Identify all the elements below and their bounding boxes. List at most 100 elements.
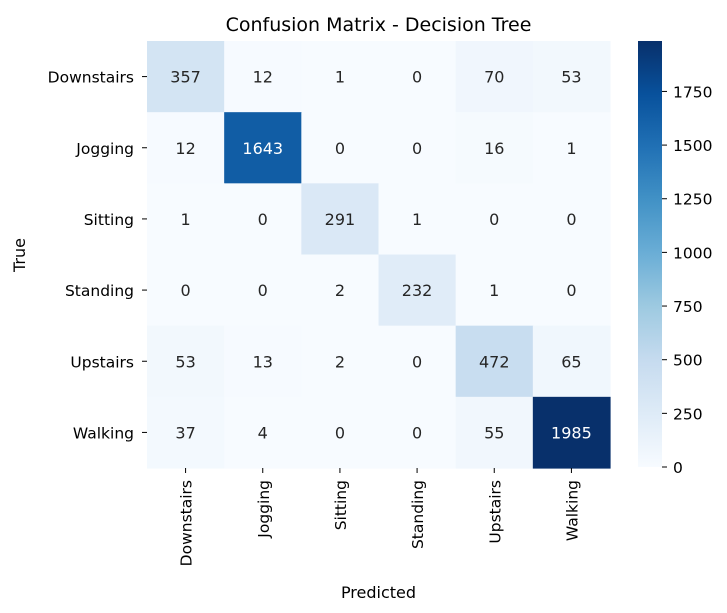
heatmap-cell	[147, 112, 225, 184]
cell-value-label: 0	[566, 210, 576, 229]
cell-value-label: 0	[180, 281, 190, 300]
cell-value-label: 4	[258, 423, 268, 442]
cell-value-label: 2	[335, 352, 345, 371]
colorbar-tick-label: 1000	[673, 244, 712, 262]
heatmap-cell	[147, 325, 225, 398]
y-tick-label: Standing	[65, 282, 134, 300]
cell-value-label: 12	[253, 68, 273, 87]
cell-value-label: 1643	[242, 139, 283, 158]
x-tick-label: Walking	[563, 480, 581, 541]
x-tick-label: Jogging	[255, 480, 273, 539]
heatmap-cell	[301, 41, 380, 113]
cell-value-label: 1	[335, 68, 345, 87]
y-axis-label: True	[10, 238, 29, 273]
x-tick-label: Downstairs	[178, 480, 196, 566]
heatmap-cell	[532, 396, 611, 469]
cell-value-label: 0	[489, 210, 499, 229]
x-tick-label: Standing	[409, 480, 427, 549]
cell-value-label: 37	[175, 423, 195, 442]
heatmap-cell	[301, 112, 380, 184]
cell-value-label: 53	[561, 68, 581, 87]
heatmap-cell	[301, 325, 380, 398]
heatmap-cell	[532, 112, 611, 184]
heatmap-cell	[224, 183, 302, 256]
colorbar-ticks: 0 250 500 750 1000 1250 1500 1750	[662, 83, 712, 477]
x-axis-label: Predicted	[341, 583, 416, 602]
colorbar-tick-label: 1500	[673, 137, 712, 155]
cell-value-label: 472	[479, 352, 510, 371]
cell-value-label: 12	[175, 139, 195, 158]
cell-value-label: 1	[412, 210, 422, 229]
cell-value-label: 0	[258, 210, 268, 229]
heatmap-cell	[147, 183, 225, 256]
heatmap-cell	[378, 112, 457, 184]
cell-value-label: 232	[402, 281, 433, 300]
cell-value-label: 53	[175, 352, 195, 371]
cell-value-label: 13	[253, 352, 273, 371]
colorbar-tick-label: 250	[673, 405, 703, 423]
heatmap-cell	[378, 325, 457, 398]
cell-value-label: 0	[412, 68, 422, 87]
heatmap-cells	[147, 41, 611, 469]
heatmap-cell	[301, 396, 380, 469]
heatmap-cell	[378, 254, 457, 327]
heatmap-cell	[532, 183, 611, 256]
heatmap-cell	[532, 41, 611, 113]
colorbar-tick-label: 0	[673, 459, 683, 477]
cell-value-label: 0	[566, 281, 576, 300]
heatmap-cell	[378, 396, 457, 469]
heatmap-cell	[301, 183, 380, 256]
cell-value-label: 0	[335, 423, 345, 442]
colorbar-tick-label: 500	[673, 352, 703, 370]
heatmap-cell	[378, 183, 457, 256]
cell-value-label: 16	[484, 139, 504, 158]
heatmap-cell	[224, 325, 302, 398]
heatmap-cell	[455, 254, 534, 327]
heatmap-cell	[455, 41, 534, 113]
x-tick-label: Upstairs	[486, 480, 504, 544]
heatmap-cell	[455, 396, 534, 469]
heatmap-cell	[224, 112, 302, 184]
heatmap-cell	[532, 325, 611, 398]
cell-value-label: 357	[170, 68, 201, 87]
heatmap-cell	[147, 254, 225, 327]
y-tick-label: Jogging	[75, 140, 134, 158]
cell-value-label: 1985	[551, 423, 592, 442]
cell-value-label: 0	[412, 352, 422, 371]
y-tick-label: Upstairs	[70, 353, 134, 371]
heatmap-cell	[455, 183, 534, 256]
y-tick-label: Sitting	[84, 211, 134, 229]
x-axis-ticks: Downstairs Jogging Sitting Standing Upstairs…	[178, 468, 581, 566]
cell-value-label: 70	[484, 68, 504, 87]
y-tick-label: Downstairs	[48, 69, 134, 87]
colorbar	[638, 41, 662, 467]
cell-value-label: 0	[258, 281, 268, 300]
cell-value-label: 1	[180, 210, 190, 229]
colorbar-tick-label: 750	[673, 298, 703, 316]
heatmap-cell	[455, 112, 534, 184]
colorbar-tick-label: 1750	[673, 83, 712, 101]
x-tick-label: Sitting	[332, 480, 350, 530]
y-tick-label: Walking	[73, 424, 134, 442]
heatmap-cell	[224, 254, 302, 327]
cell-value-label: 0	[412, 139, 422, 158]
heatmap-cell	[147, 396, 225, 469]
chart-title: Confusion Matrix - Decision Tree	[226, 14, 532, 36]
heatmap-cell	[301, 254, 380, 327]
heatmap-cell	[455, 325, 534, 398]
heatmap-cell	[224, 41, 302, 113]
cell-value-label: 291	[325, 210, 356, 229]
colorbar-tick-label: 1250	[673, 191, 712, 209]
cell-value-label: 0	[412, 423, 422, 442]
cell-value-label: 2	[335, 281, 345, 300]
heatmap-cell	[532, 254, 611, 327]
heatmap-cell	[224, 396, 302, 469]
cell-value-label: 1	[489, 281, 499, 300]
cell-value-label: 55	[484, 423, 504, 442]
heatmap-cell	[378, 41, 457, 113]
y-axis-ticks: Downstairs Jogging Sitting Standing Upstairs…	[48, 69, 147, 442]
cell-value-label: 1	[566, 139, 576, 158]
cell-value-label: 65	[561, 352, 581, 371]
heatmap-cell-labels: 357 12 1 0 70 53 12 1643 0 0 16 1 1 0 291 1 0 0 0 0 2 232 1 0 53…	[170, 68, 591, 443]
